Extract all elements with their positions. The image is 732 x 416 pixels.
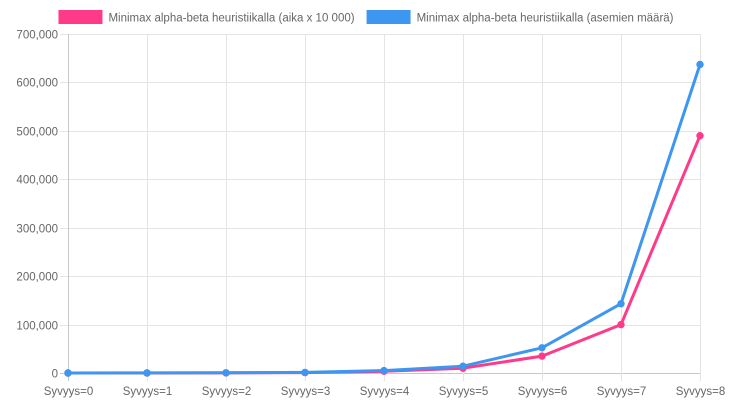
y-tick-label: 0 [52, 369, 58, 381]
x-tick-label: Syvyys=5 [439, 386, 489, 398]
x-tick-label: Syvyys=6 [518, 386, 568, 398]
data-point[interactable] [538, 344, 546, 352]
data-point[interactable] [617, 300, 625, 308]
data-point[interactable] [380, 366, 388, 375]
axes: 0 100,000 200,000 300,000 400,000 500,000 600,… [16, 30, 725, 399]
y-tick-label: 300,000 [16, 224, 58, 236]
y-tick-label: 700,000 [16, 30, 58, 42]
data-point[interactable] [538, 352, 546, 360]
x-tick-label: Syvyys=1 [123, 386, 173, 398]
x-tick-label: Syvyys=4 [360, 386, 410, 398]
legend-swatch [58, 10, 103, 24]
data-point[interactable] [64, 369, 72, 377]
legend-label: Minimax alpha-beta heuristiikalla (aika … [108, 13, 354, 25]
y-tick-label: 200,000 [16, 272, 58, 284]
data-point[interactable] [459, 362, 467, 370]
series [64, 60, 704, 377]
y-tick-label: 600,000 [16, 78, 58, 90]
data-point[interactable] [143, 369, 151, 377]
legend-swatch [366, 10, 411, 24]
data-point[interactable] [617, 320, 625, 329]
x-tick-label: Syvyys=8 [676, 386, 726, 398]
x-tick-label: Syvyys=0 [44, 386, 94, 398]
x-tick-label: Syvyys=2 [202, 386, 252, 398]
data-point[interactable] [696, 132, 704, 140]
legend[interactable]: Minimax alpha-beta heuristiikalla (aika … [58, 10, 674, 25]
data-point[interactable] [222, 369, 230, 377]
y-tick-label: 400,000 [16, 175, 58, 187]
legend-label: Minimax alpha-beta heuristiikalla (asemi… [417, 13, 674, 25]
data-point[interactable] [696, 60, 704, 69]
legend-item-1[interactable]: Minimax alpha-beta heuristiikalla (aika … [58, 10, 355, 25]
series-2 [64, 60, 704, 377]
y-tick-label: 100,000 [16, 321, 58, 333]
grid [60, 34, 701, 381]
data-point[interactable] [301, 368, 309, 377]
x-tick-label: Syvyys=3 [281, 386, 331, 398]
y-tick-label: 500,000 [16, 127, 58, 139]
x-tick-label: Syvyys=7 [597, 386, 647, 398]
legend-item-2[interactable]: Minimax alpha-beta heuristiikalla (asemi… [366, 10, 674, 25]
